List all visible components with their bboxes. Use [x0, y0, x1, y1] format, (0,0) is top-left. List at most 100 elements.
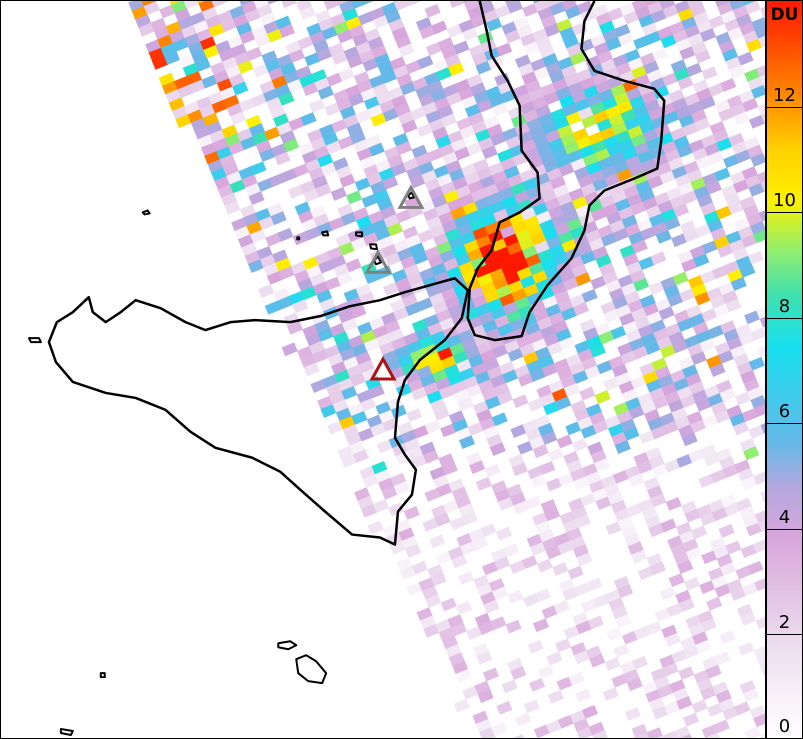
so2-pixel — [358, 427, 375, 442]
so2-pixel — [385, 252, 402, 267]
so2-pixel — [248, 191, 265, 206]
so2-pixel — [545, 545, 562, 560]
so2-pixel — [652, 395, 669, 410]
so2-pixel — [350, 236, 367, 251]
so2-pixel — [435, 551, 452, 565]
so2-pixel — [650, 251, 667, 266]
so2-pixel — [754, 509, 765, 524]
so2-pixel — [257, 178, 274, 192]
so2-pixel — [738, 641, 755, 656]
so2-pixel — [469, 460, 486, 475]
so2-pixel — [405, 1, 422, 6]
so2-pixel — [304, 52, 321, 67]
so2-pixel — [615, 614, 632, 628]
so2-pixel — [346, 190, 363, 205]
so2-pixel — [705, 732, 722, 738]
so2-pixel — [429, 534, 446, 549]
so2-pixel — [323, 1, 340, 11]
so2-pixel — [694, 291, 711, 306]
so2-pixel — [659, 170, 676, 185]
so2-pixel — [610, 325, 627, 340]
so2-pixel — [690, 419, 707, 434]
so2-pixel — [682, 712, 700, 727]
so2-pixel — [440, 423, 457, 438]
so2-pixel — [658, 306, 675, 321]
so2-pixel — [151, 55, 168, 70]
so2-pixel — [483, 599, 500, 614]
so2-pixel — [484, 463, 501, 478]
so2-pixel — [716, 137, 733, 152]
so2-pixel — [547, 341, 564, 356]
so2-pixel — [753, 645, 765, 660]
so2-pixel — [547, 689, 564, 704]
so2-pixel — [370, 112, 387, 127]
so2-pixel — [269, 173, 286, 187]
so2-pixel — [663, 110, 680, 125]
so2-pixel — [671, 233, 688, 248]
colorbar-tick — [767, 423, 802, 425]
so2-pixel — [734, 701, 751, 716]
so2-pixel — [543, 401, 560, 416]
so2-pixel — [699, 338, 716, 352]
so2-pixel — [677, 76, 694, 90]
so2-pixel — [604, 657, 621, 672]
so2-pixel — [325, 140, 342, 155]
so2-pixel — [575, 620, 592, 635]
so2-pixel — [654, 607, 671, 622]
so2-pixel — [230, 111, 247, 126]
so2-pixel — [523, 699, 540, 714]
so2-pixel — [446, 91, 463, 106]
so2-pixel — [709, 363, 726, 377]
so2-pixel — [276, 295, 293, 310]
so2-pixel — [694, 117, 711, 132]
colorbar-tick-label: 10 — [773, 190, 796, 212]
so2-pixel — [750, 152, 765, 167]
so2-pixel — [623, 426, 640, 441]
so2-pixel — [714, 409, 731, 424]
so2-pixel — [760, 419, 765, 434]
so2-pixel — [719, 630, 736, 644]
so2-pixel — [757, 517, 765, 532]
so2-pixel — [443, 499, 460, 514]
colorbar-tick — [767, 317, 802, 319]
so2-pixel — [573, 650, 590, 665]
so2-pixel — [266, 28, 283, 43]
so2-pixel — [679, 288, 696, 303]
so2-pixel — [574, 272, 591, 287]
so2-pixel — [714, 651, 731, 666]
so2-pixel — [383, 282, 400, 296]
so2-pixel — [357, 11, 374, 26]
so2-pixel — [321, 26, 338, 40]
so2-pixel — [440, 597, 457, 612]
so2-pixel — [730, 277, 747, 291]
so2-pixel — [557, 540, 574, 555]
so2-pixel — [651, 47, 668, 62]
so2-pixel — [759, 381, 765, 396]
so2-pixel — [266, 270, 283, 285]
so2-pixel — [345, 258, 362, 273]
so2-pixel — [705, 664, 722, 679]
so2-pixel — [562, 587, 579, 601]
so2-pixel — [456, 600, 473, 615]
so2-pixel — [606, 627, 623, 642]
so2-pixel — [722, 464, 739, 479]
so2-pixel — [631, 549, 648, 564]
so2-pixel — [203, 44, 220, 59]
so2-pixel — [441, 461, 458, 476]
so2-pixel — [595, 496, 612, 511]
so2-pixel — [668, 573, 685, 588]
so2-pixel — [694, 49, 711, 64]
so2-pixel — [482, 667, 499, 682]
so2-pixel — [640, 226, 657, 241]
so2-pixel — [700, 686, 717, 701]
so2-pixel — [220, 18, 237, 33]
so2-pixel — [288, 48, 305, 63]
so2-pixel — [451, 554, 468, 569]
so2-pixel — [701, 66, 718, 81]
so2-pixel — [281, 168, 298, 183]
so2-pixel — [340, 211, 357, 226]
so2-pixel — [424, 419, 441, 434]
so2-pixel — [730, 587, 747, 601]
so2-pixel — [630, 201, 647, 216]
so2-pixel — [652, 463, 669, 478]
